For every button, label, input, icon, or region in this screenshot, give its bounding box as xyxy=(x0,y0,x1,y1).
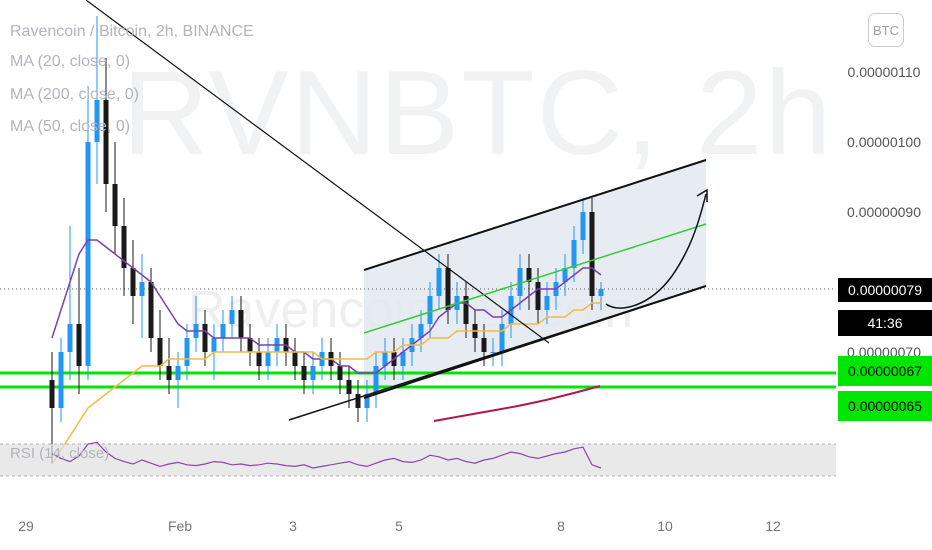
zone-low-label-bg xyxy=(838,391,932,421)
current-price-label: 0.00000079 xyxy=(848,282,922,298)
candle-body xyxy=(67,324,73,352)
y-tick-label: 0.00000090 xyxy=(847,204,921,220)
x-tick-label: 3 xyxy=(289,518,297,534)
rsi-line xyxy=(51,441,602,469)
symbol-legend: Ravencoin / Bitcoin, 2h, BINANCE xyxy=(10,23,254,40)
candle-body xyxy=(535,282,541,310)
candle-body xyxy=(427,296,433,324)
countdown-label-bg xyxy=(838,310,932,336)
ma20-legend[interactable]: MA (20, close, 0) xyxy=(10,53,131,70)
zone-high-label: 0.00000067 xyxy=(848,363,922,379)
candle-body xyxy=(166,366,172,380)
candle-body xyxy=(184,338,190,366)
candle-body xyxy=(238,310,244,338)
candle-body xyxy=(229,310,235,324)
candle-body xyxy=(445,268,451,310)
current-price-label-bg xyxy=(838,278,932,302)
ma200-line xyxy=(433,385,601,422)
zone-low-label: 0.00000065 xyxy=(848,398,922,414)
candle-body xyxy=(499,324,505,352)
y-tick-label: 0.00000100 xyxy=(847,134,921,150)
candle-body xyxy=(562,268,568,282)
candle-body xyxy=(598,289,604,296)
candle-body xyxy=(139,282,145,296)
rsi-band xyxy=(0,444,836,476)
candle-body xyxy=(247,338,253,352)
ma50-line xyxy=(51,302,601,465)
candle-body xyxy=(301,366,307,380)
candle-body xyxy=(481,338,487,352)
x-tick-label: 12 xyxy=(765,518,781,534)
x-tick-label: 8 xyxy=(557,518,565,534)
zone-high-label-bg xyxy=(838,356,932,386)
candle-body xyxy=(121,226,127,268)
candle-body xyxy=(211,338,217,352)
x-tick-label: 10 xyxy=(657,518,673,534)
candle-body xyxy=(517,268,523,296)
projection-arrowhead xyxy=(696,188,708,202)
x-tick-label: 5 xyxy=(395,518,403,534)
ma50-legend[interactable]: MA (50, close, 0) xyxy=(10,118,131,135)
x-tick-label: 29 xyxy=(18,518,34,534)
candle-body xyxy=(265,352,271,366)
candle-body xyxy=(58,352,64,408)
candle-body xyxy=(580,212,586,240)
candle-body xyxy=(526,268,532,282)
candle-body xyxy=(589,212,595,296)
candle-body xyxy=(364,394,370,408)
rsi-legend[interactable]: RSI (14, close) xyxy=(10,445,110,462)
candle-body xyxy=(175,366,181,380)
candle-body xyxy=(85,142,91,366)
candle-body xyxy=(490,352,496,353)
candle-body xyxy=(436,268,442,296)
downtrend-line xyxy=(85,0,550,344)
candle-body xyxy=(418,324,424,338)
candle-body xyxy=(103,100,109,184)
candle-body xyxy=(49,380,55,408)
candle-body xyxy=(157,338,163,366)
candle-body xyxy=(373,366,379,394)
candle-body xyxy=(346,380,352,394)
candle-body xyxy=(355,394,361,408)
candle-body xyxy=(148,282,154,338)
countdown-label: 41:36 xyxy=(867,315,902,331)
y-tick-label: 0.00000110 xyxy=(848,64,921,80)
candle-body xyxy=(382,352,388,366)
projection-arrow xyxy=(605,193,707,309)
candle-body xyxy=(337,366,343,380)
candle-body xyxy=(94,100,100,142)
support-trendline xyxy=(288,285,707,421)
candle-body xyxy=(112,184,118,226)
candle-body xyxy=(463,296,469,324)
x-tick-label: Feb xyxy=(168,518,192,534)
channel-mid-line xyxy=(363,223,707,334)
channel-upper-line xyxy=(363,159,707,271)
currency-badge[interactable]: BTC xyxy=(868,13,904,47)
candle-body xyxy=(76,324,82,366)
candle-body xyxy=(220,324,226,338)
candle-body xyxy=(256,352,262,366)
candle-body xyxy=(544,296,550,310)
candle-body xyxy=(292,352,298,366)
candle-body xyxy=(130,268,136,296)
candle-body xyxy=(202,324,208,352)
ma200-legend[interactable]: MA (200, close, 0) xyxy=(10,86,139,103)
candle-body xyxy=(400,352,406,366)
candle-body xyxy=(310,366,316,380)
candle-body xyxy=(571,240,577,268)
